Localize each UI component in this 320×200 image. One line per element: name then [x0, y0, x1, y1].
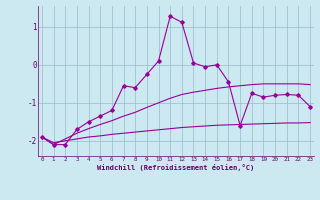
X-axis label: Windchill (Refroidissement éolien,°C): Windchill (Refroidissement éolien,°C)	[97, 164, 255, 171]
